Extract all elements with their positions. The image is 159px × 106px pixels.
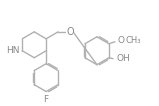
Text: HN: HN xyxy=(6,46,19,55)
Text: CH₃: CH₃ xyxy=(126,36,141,45)
Text: F: F xyxy=(44,95,49,104)
Text: OH: OH xyxy=(117,54,131,63)
Text: O: O xyxy=(118,36,125,45)
Text: O: O xyxy=(66,27,74,37)
